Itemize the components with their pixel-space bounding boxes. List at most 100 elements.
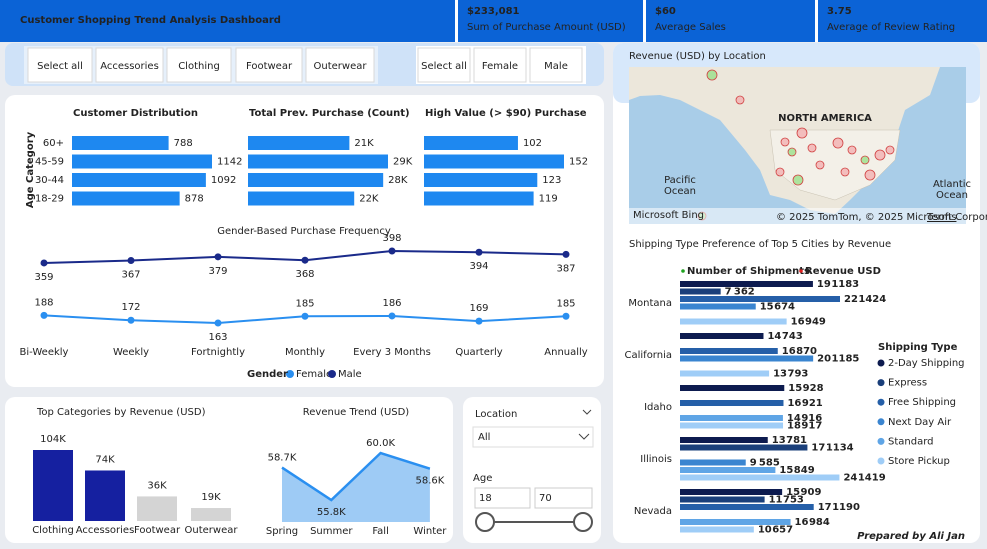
slicer-label: Age xyxy=(473,473,492,484)
dropdown-value[interactable]: All xyxy=(478,432,490,443)
bar xyxy=(680,288,721,295)
data-label: 359 xyxy=(34,272,53,283)
filter-button[interactable] xyxy=(95,47,164,83)
bar xyxy=(680,467,776,473)
filter-button-label[interactable]: Clothing xyxy=(178,61,220,72)
filter-button[interactable] xyxy=(27,47,93,83)
data-label: 387 xyxy=(556,263,575,274)
map-marker xyxy=(815,160,825,170)
map-marker xyxy=(787,147,797,157)
kpi-value: 3.75 xyxy=(827,6,852,17)
bar xyxy=(72,136,169,150)
dropdown[interactable] xyxy=(472,426,594,448)
legend-marker xyxy=(877,398,885,406)
bar xyxy=(680,504,814,510)
data-label: 1190 xyxy=(832,502,860,513)
x-tick-label: Footwear xyxy=(134,525,181,536)
data-label: 16 xyxy=(782,346,796,357)
bar xyxy=(680,496,765,503)
footer: Prepared by Ali Jan xyxy=(857,531,965,542)
data-label: 152 xyxy=(569,157,588,168)
filter-button-label[interactable]: Accessories xyxy=(100,61,159,72)
map-copyright: © 2025 TomTom, © 2025 Microsoft Corporat… xyxy=(776,212,987,223)
data-label: 909 xyxy=(801,487,822,498)
filter-button-label[interactable]: Outerwear xyxy=(314,61,368,72)
map-marker xyxy=(706,69,718,81)
filter-button-label[interactable]: Select all xyxy=(421,61,467,72)
data-label: 870 xyxy=(796,346,817,357)
data-label: 14 xyxy=(767,331,781,342)
data-label: 13 xyxy=(772,435,786,446)
data-label: 186 xyxy=(382,298,401,309)
chevron xyxy=(578,433,590,440)
x-tick-label: Every 3 Months xyxy=(353,347,431,358)
data-label: 1419 xyxy=(858,473,886,484)
bar xyxy=(424,154,564,169)
legend-marker xyxy=(681,269,685,273)
chart-title: Total Prev. Purchase (Count) xyxy=(249,108,410,119)
line-point xyxy=(214,319,222,327)
data-label: 1183 xyxy=(831,279,859,290)
slider-handle[interactable] xyxy=(475,512,495,532)
bar xyxy=(248,154,388,169)
input-box[interactable] xyxy=(534,487,593,509)
legend-label: Next Day Air xyxy=(888,417,952,428)
data-label: 1134 xyxy=(826,443,854,454)
filter-button-label[interactable]: Footwear xyxy=(246,61,293,72)
data-label: 949 xyxy=(805,317,826,328)
filter-button[interactable] xyxy=(473,47,527,83)
filter-button[interactable] xyxy=(235,47,303,83)
data-label: 15 xyxy=(779,465,793,476)
data-label: 16 xyxy=(791,317,805,328)
filter-button[interactable] xyxy=(529,47,583,83)
slider-handle[interactable] xyxy=(573,512,593,532)
x-tick-label: Fall xyxy=(372,526,389,537)
line-point xyxy=(388,312,396,320)
x-tick-label: Accessories xyxy=(76,525,135,536)
filter-button[interactable] xyxy=(417,47,471,83)
line-point xyxy=(301,256,309,264)
chevron xyxy=(582,409,592,415)
filter-button-label[interactable]: Male xyxy=(544,61,568,72)
data-label: 10 xyxy=(758,525,772,536)
bar xyxy=(424,173,538,187)
data-label: 849 xyxy=(794,465,815,476)
data-label: 917 xyxy=(801,421,822,432)
data-label: 878 xyxy=(185,194,204,205)
filter-button[interactable] xyxy=(166,47,232,83)
kpi-divider xyxy=(455,0,458,42)
map-marker xyxy=(840,167,850,177)
bar xyxy=(72,173,206,187)
bar xyxy=(248,136,350,150)
chart-title: Top Categories by Revenue (USD) xyxy=(36,407,206,418)
map-label: Ocean xyxy=(936,190,968,201)
legend-label: Standard xyxy=(888,436,934,447)
bar xyxy=(680,437,768,443)
input-box[interactable] xyxy=(474,487,531,509)
bar xyxy=(680,370,770,377)
filter-button[interactable] xyxy=(305,47,375,83)
legend-label: Express xyxy=(888,378,927,389)
category-label: Montana xyxy=(628,298,672,309)
x-tick-label: Annually xyxy=(544,347,588,358)
legend-marker xyxy=(877,359,885,367)
legend-marker xyxy=(286,370,294,378)
data-label: 928 xyxy=(803,383,824,394)
kpi-divider xyxy=(815,0,818,42)
filter-button-label[interactable]: Female xyxy=(482,61,518,72)
data-label: 102 xyxy=(523,138,542,149)
data-label: 188 xyxy=(34,297,53,308)
data-label: 55.8K xyxy=(317,507,346,518)
line-point xyxy=(475,248,483,256)
map-terms[interactable]: Terms xyxy=(926,212,956,223)
legend-label: Revenue USD xyxy=(805,266,881,277)
line-point xyxy=(214,253,222,261)
category-label: 18-29 xyxy=(35,194,64,205)
map-label: Atlantic xyxy=(933,179,971,190)
data-label: 21K xyxy=(354,138,374,149)
data-label: 1185 xyxy=(832,354,860,365)
data-label: 921 xyxy=(802,398,823,409)
filter-button-label[interactable]: Select all xyxy=(37,61,83,72)
legend-label: Number of Shipments xyxy=(687,266,810,277)
data-label: 394 xyxy=(469,261,488,272)
